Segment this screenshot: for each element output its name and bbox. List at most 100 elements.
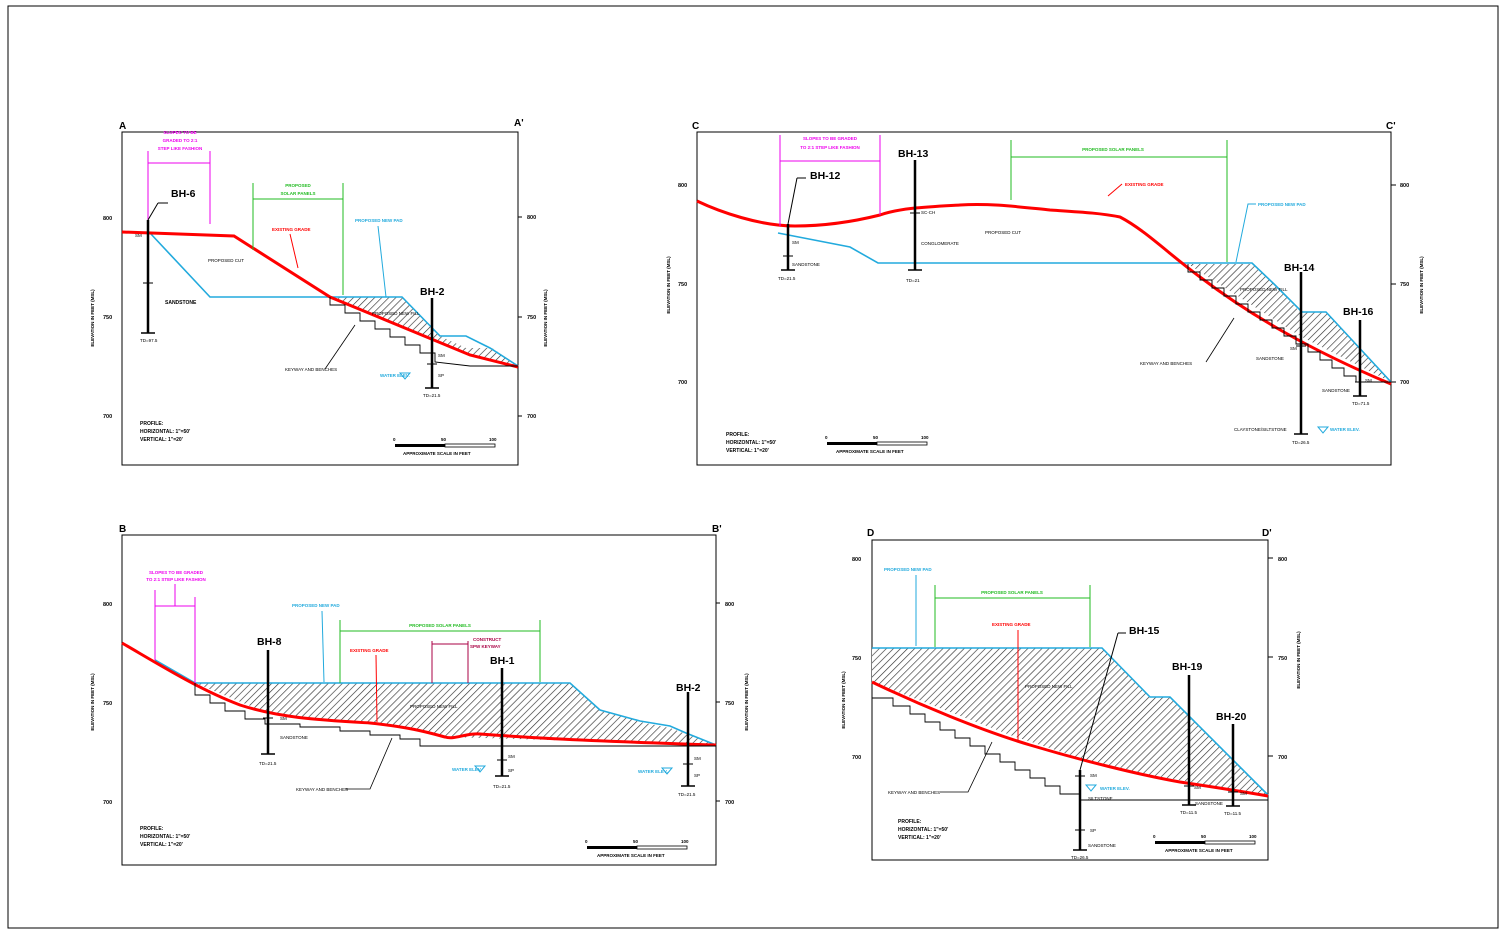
panel-c-right-label: C'	[1386, 121, 1396, 132]
panel-b-bh-2-sp: SP	[694, 773, 700, 778]
panel-a-pad-note: PROPOSED NEW PAD	[355, 218, 403, 223]
panel-c-profile-title: PROFILE:	[726, 432, 750, 438]
panel-a-solar-note-1: PROPOSED	[285, 183, 311, 188]
panel-a-tick-left-750: 750	[103, 315, 112, 321]
panel-c-bh-16-sm: SM	[1365, 378, 1372, 383]
panel-a-scale-bar: 0 50 100 APPROXIMATE SCALE IN FEET	[393, 437, 497, 456]
panel-a-left-label: A	[119, 121, 126, 132]
panel-d-bh-19-soil: SANDSTONE	[1195, 801, 1223, 806]
panel-c-bh-14-clay: CLAYSTONE/SILTSTONE	[1234, 427, 1287, 432]
panel-c-bh-12: BH-12	[810, 170, 841, 182]
panel-d-water-symbol-icon	[1084, 784, 1098, 792]
panel-b-water-symbol-2-icon	[660, 767, 674, 775]
panel-c-grade-note: EXISTING GRADE	[1125, 182, 1164, 187]
panel-c-scale-bar: 0 50 100 APPROXIMATE SCALE IN FEET	[825, 435, 929, 454]
section-c-c-prime: C C' SLOPES TO BE GRADED TO 2:1 STEP LIK…	[666, 121, 1424, 466]
panel-b-tick-left-700: 700	[103, 800, 112, 806]
panel-a-tick-right-750: 750	[527, 315, 536, 321]
panel-b-keyway-note: KEYWAY AND BENCHES	[296, 787, 348, 792]
sheet-border	[7, 5, 1499, 929]
panel-c-keyway-note: KEYWAY AND BENCHES	[1140, 361, 1192, 366]
panel-d-elev-label-right: ELEVATION IN FEET (MSL)	[1296, 631, 1301, 689]
panel-c-tick-right-800: 800	[1400, 183, 1409, 189]
panel-a-slopes-note-1: SLOPES TO BE	[163, 130, 196, 135]
panel-a-fill-note: PROPOSED NEW FILL	[372, 311, 420, 316]
panel-b-bh-1-sp: SP	[508, 768, 514, 773]
panel-a-tick-left-800: 800	[103, 216, 112, 222]
panel-a-profile-horizontal: HORIZONTAL: 1"=50'	[140, 429, 190, 435]
panel-c-water-note: WATER ELEV.	[1330, 427, 1360, 432]
panel-a-bh-left-sm: SM	[135, 233, 142, 238]
svg-text:100: 100	[921, 435, 929, 440]
panel-b-soil-note: SANDSTONE	[280, 735, 308, 740]
panel-b-fill-note: PROPOSED NEW FILL	[410, 704, 458, 709]
panel-c-elev-label-left: ELEVATION IN FEET (MSL)	[666, 256, 671, 314]
panel-c-fill-note: PROPOSED NEW FILL	[1240, 287, 1288, 292]
panel-d-bh-15-silt: SILTSTONE	[1088, 796, 1113, 801]
panel-d-water-note: WATER ELEV.	[1100, 786, 1130, 791]
panel-c-proposed-pad-line	[777, 232, 1392, 383]
panel-b-elev-label-right: ELEVATION IN FEET (MSL)	[744, 673, 749, 731]
panel-a-keyway-note: KEYWAY AND BENCHES	[285, 367, 337, 372]
panel-b-water-symbol-1-icon	[473, 765, 487, 773]
panel-d-grade-note: EXISTING GRADE	[992, 622, 1031, 627]
panel-d-proposed-pad-line	[872, 647, 1269, 796]
svg-text:APPROXIMATE SCALE IN FEET: APPROXIMATE SCALE IN FEET	[1165, 848, 1233, 853]
panel-d-pad-note: PROPOSED NEW PAD	[884, 567, 932, 572]
svg-text:APPROXIMATE SCALE IN FEET: APPROXIMATE SCALE IN FEET	[836, 449, 904, 454]
panel-b-frame	[121, 534, 717, 866]
panel-c-bh-12-soil: SANDSTONE	[792, 262, 820, 267]
svg-text:APPROXIMATE SCALE IN FEET: APPROXIMATE SCALE IN FEET	[403, 451, 471, 456]
panel-d-bh-15-sp: SP	[1090, 828, 1096, 833]
svg-text:100: 100	[681, 839, 689, 844]
panel-b-left-label: B	[119, 524, 126, 535]
panel-c-bh-13: BH-13	[898, 148, 929, 160]
panel-d-fill-area	[872, 648, 1268, 795]
panel-c-tick-right-700: 700	[1400, 380, 1409, 386]
panel-d-bh-15-soil: SANDSTONE	[1088, 843, 1116, 848]
svg-text:0: 0	[393, 437, 396, 442]
svg-text:0: 0	[585, 839, 588, 844]
section-a-a-prime: A A' SLOPES TO BE GRADED TO 2:1 STEP LIK…	[90, 118, 548, 466]
panel-d-tick-left-700: 700	[852, 755, 861, 761]
svg-text:100: 100	[489, 437, 497, 442]
panel-b-right-label: B'	[712, 524, 722, 535]
panel-b-bh-8-td: TD=21.5	[259, 761, 277, 766]
panel-b-bh-1-td: TD=21.5	[493, 784, 511, 789]
panel-b-tick-right-700: 700	[725, 800, 734, 806]
panel-d-keyway-benches	[872, 697, 1268, 801]
panel-c-bh-14-sm: SM	[1290, 346, 1297, 351]
panel-a-profile-title: PROFILE:	[140, 421, 164, 427]
panel-b-existing-grade-line	[121, 641, 717, 747]
panel-c-bh-14-soil: SANDSTONE	[1256, 356, 1284, 361]
panel-c-tick-left-700: 700	[678, 380, 687, 386]
panel-b-bh-1-sm: SM	[508, 754, 515, 759]
panel-a-frame	[121, 131, 519, 466]
panel-a-bh-right-sm: SM	[438, 353, 445, 358]
panel-c-slopes-note-1: SLOPES TO BE GRADED	[803, 136, 858, 141]
panel-c-frame	[696, 131, 1392, 466]
panel-c-profile-horizontal: HORIZONTAL: 1"=50'	[726, 440, 776, 446]
panel-a-solar-note-2: SOLAR PANELS	[281, 191, 316, 196]
panel-b-slopes-note-1: SLOPES TO BE GRADED	[149, 570, 204, 575]
panel-b-bh-1: BH-1	[490, 655, 515, 667]
panel-d-left-label: D	[867, 528, 874, 539]
svg-text:50: 50	[633, 839, 639, 844]
panel-a-tick-right-700: 700	[527, 414, 536, 420]
panel-a-water-symbol-icon	[398, 372, 412, 380]
panel-d-bh-20-td: TD=11.5	[1224, 811, 1242, 816]
panel-c-fill-area	[1188, 264, 1391, 382]
panel-b-elev-label-left: ELEVATION IN FEET (MSL)	[90, 673, 95, 731]
panel-c-water-symbol-icon	[1316, 426, 1330, 434]
panel-d-bh-20: BH-20	[1216, 711, 1247, 723]
panel-b-solar-note: PROPOSED SOLAR PANELS	[409, 623, 471, 628]
panel-c-left-label: C	[692, 121, 699, 132]
panel-a-tick-right-800: 800	[527, 215, 536, 221]
svg-text:50: 50	[441, 437, 447, 442]
panel-d-bh-15-td: TD=26.5	[1071, 855, 1089, 860]
panel-c-bh-16-td: TD=71.5	[1352, 401, 1370, 406]
panel-d-bh-20-sm: SM	[1240, 791, 1247, 796]
panel-b-slopes-note-2: TO 2:1 STEP LIKE FASHION	[146, 577, 206, 582]
panel-c-bh-12-sm: SM	[792, 240, 799, 245]
panel-d-profile-title: PROFILE:	[898, 819, 922, 825]
